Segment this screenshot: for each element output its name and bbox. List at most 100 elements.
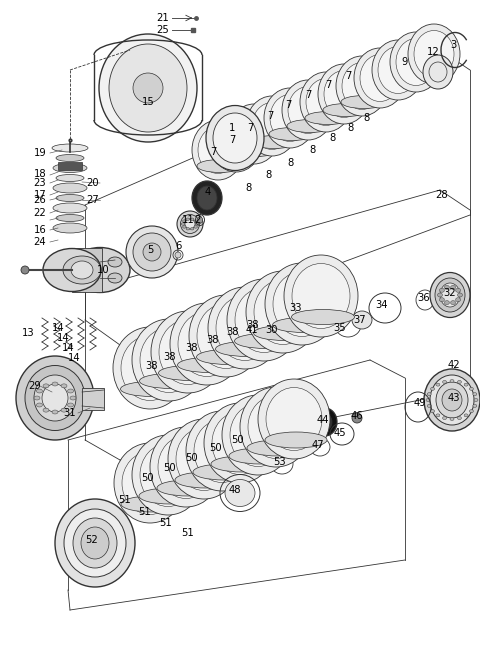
Ellipse shape xyxy=(266,388,322,451)
Ellipse shape xyxy=(53,223,87,233)
Ellipse shape xyxy=(186,411,258,491)
Ellipse shape xyxy=(208,287,282,369)
Ellipse shape xyxy=(61,408,67,412)
Ellipse shape xyxy=(230,403,286,466)
Ellipse shape xyxy=(469,409,473,413)
Ellipse shape xyxy=(197,304,255,369)
Ellipse shape xyxy=(197,216,203,224)
Ellipse shape xyxy=(227,279,301,361)
Ellipse shape xyxy=(175,252,181,258)
Ellipse shape xyxy=(133,233,171,271)
Text: 32: 32 xyxy=(444,288,456,298)
Ellipse shape xyxy=(442,389,462,411)
Text: 17: 17 xyxy=(34,190,47,200)
Ellipse shape xyxy=(34,396,40,400)
Text: 14: 14 xyxy=(68,353,80,363)
Ellipse shape xyxy=(273,272,331,337)
Ellipse shape xyxy=(436,382,468,418)
Ellipse shape xyxy=(437,293,443,297)
Text: 27: 27 xyxy=(86,195,99,205)
Text: 7: 7 xyxy=(267,111,273,121)
Text: 33: 33 xyxy=(290,303,302,313)
Ellipse shape xyxy=(55,499,135,587)
Text: 42: 42 xyxy=(448,360,460,370)
Ellipse shape xyxy=(81,527,109,559)
Ellipse shape xyxy=(36,389,42,393)
Ellipse shape xyxy=(248,396,304,459)
Ellipse shape xyxy=(390,32,442,92)
Ellipse shape xyxy=(186,228,190,230)
Text: 53: 53 xyxy=(274,457,286,467)
Ellipse shape xyxy=(178,312,236,377)
Ellipse shape xyxy=(423,55,453,89)
Ellipse shape xyxy=(121,496,183,512)
Ellipse shape xyxy=(282,80,334,140)
Ellipse shape xyxy=(264,88,316,148)
Ellipse shape xyxy=(132,435,204,515)
Ellipse shape xyxy=(56,155,84,161)
Ellipse shape xyxy=(211,456,273,472)
Ellipse shape xyxy=(210,112,262,172)
Text: 51: 51 xyxy=(160,518,172,528)
Ellipse shape xyxy=(265,432,327,448)
Text: 38: 38 xyxy=(164,352,176,362)
Ellipse shape xyxy=(269,127,315,140)
Ellipse shape xyxy=(427,404,431,407)
Ellipse shape xyxy=(287,119,333,133)
Text: 10: 10 xyxy=(96,265,109,275)
Text: 52: 52 xyxy=(85,535,98,545)
Ellipse shape xyxy=(431,409,434,413)
Text: 51: 51 xyxy=(181,528,194,538)
Text: 50: 50 xyxy=(164,463,176,473)
Text: 11: 11 xyxy=(181,215,194,225)
Ellipse shape xyxy=(443,417,446,420)
Ellipse shape xyxy=(196,350,260,365)
Ellipse shape xyxy=(258,379,330,459)
Ellipse shape xyxy=(99,34,197,142)
Ellipse shape xyxy=(53,163,87,173)
Ellipse shape xyxy=(300,72,352,132)
Ellipse shape xyxy=(254,279,312,344)
Ellipse shape xyxy=(450,417,454,420)
Ellipse shape xyxy=(43,249,101,291)
Ellipse shape xyxy=(318,413,332,430)
Ellipse shape xyxy=(216,295,274,361)
Ellipse shape xyxy=(56,174,84,182)
Ellipse shape xyxy=(52,144,88,152)
Text: 18: 18 xyxy=(34,169,46,179)
Ellipse shape xyxy=(451,300,456,304)
Ellipse shape xyxy=(414,30,454,77)
Ellipse shape xyxy=(444,285,449,289)
Ellipse shape xyxy=(133,73,163,103)
Ellipse shape xyxy=(456,288,461,293)
Ellipse shape xyxy=(352,311,372,329)
Text: 23: 23 xyxy=(34,178,46,188)
Ellipse shape xyxy=(439,288,444,293)
Ellipse shape xyxy=(194,220,197,222)
Text: 44: 44 xyxy=(317,415,329,425)
Ellipse shape xyxy=(235,287,293,352)
Ellipse shape xyxy=(270,94,310,142)
Ellipse shape xyxy=(265,263,339,345)
Bar xyxy=(58,162,82,170)
Text: 7: 7 xyxy=(325,80,331,90)
Text: 45: 45 xyxy=(334,428,346,438)
Ellipse shape xyxy=(108,273,122,283)
Text: 36: 36 xyxy=(418,293,430,303)
Ellipse shape xyxy=(246,271,320,353)
Ellipse shape xyxy=(64,509,126,577)
Text: 38: 38 xyxy=(186,343,198,353)
Ellipse shape xyxy=(426,398,430,401)
Ellipse shape xyxy=(192,181,222,215)
Text: 50: 50 xyxy=(186,453,198,463)
Ellipse shape xyxy=(194,226,197,228)
Text: 8: 8 xyxy=(364,113,370,123)
Ellipse shape xyxy=(354,48,406,108)
Text: 43: 43 xyxy=(448,393,460,403)
Ellipse shape xyxy=(268,325,282,342)
Text: 50: 50 xyxy=(142,473,154,483)
Ellipse shape xyxy=(440,283,460,307)
Ellipse shape xyxy=(273,318,336,333)
Ellipse shape xyxy=(450,380,454,382)
Ellipse shape xyxy=(456,298,461,302)
